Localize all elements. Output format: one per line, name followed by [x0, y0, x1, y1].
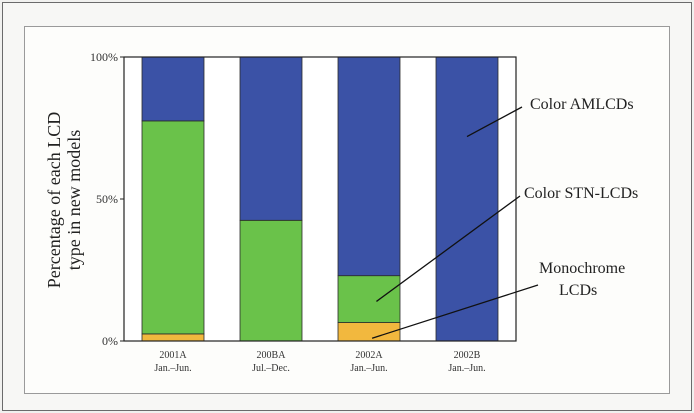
annotation-text-2-0: Monochrome — [539, 260, 625, 277]
x-tick-sublabel-0: Jan.–Jun. — [154, 363, 191, 374]
annotation-leader-1 — [376, 195, 521, 302]
bar-color-amlcds-1 — [239, 56, 303, 221]
x-tick-label-1: 200BA — [257, 350, 287, 361]
annotation-leader-2 — [371, 284, 539, 339]
bar-color-amlcds-2 — [337, 56, 401, 277]
x-tick-sublabel-3: Jan.–Jun. — [448, 363, 485, 374]
annotations: Color AMLCDs Color STN-LCDs Monochrome LCDs — [371, 96, 638, 339]
y-tick-label-1: 50% — [96, 192, 118, 206]
annotation-text-2-1: LCDs — [559, 282, 597, 299]
y-axis-label-line-1: Percentage of each LCD — [44, 112, 64, 288]
plot-area — [123, 56, 517, 342]
bar-color-stn-lcds-1 — [239, 219, 303, 342]
y-axis-label-line-2: type in new models — [64, 130, 84, 270]
annotation-leader-0 — [466, 106, 523, 138]
annotation-text-1-0: Color STN-LCDs — [524, 185, 638, 202]
x-tick-sublabel-2: Jan.–Jun. — [350, 363, 387, 374]
bar-color-amlcds-0 — [141, 56, 205, 122]
y-tick-label-0: 0% — [102, 334, 118, 348]
x-axis-ticks: 2001A Jan.–Jun. 200BA Jul.–Dec. 2002A Jan.–Ju… — [154, 350, 485, 374]
bar-color-stn-lcds-2 — [337, 275, 401, 323]
y-tick-label-2: 100% — [90, 50, 118, 64]
bar-color-stn-lcds-0 — [141, 120, 205, 335]
annotation-text-0-0: Color AMLCDs — [530, 96, 634, 113]
x-tick-label-0: 2001A — [159, 350, 187, 361]
y-axis-ticks: 0% 50% 100% — [90, 50, 124, 348]
bar-color-amlcds-3 — [435, 56, 499, 342]
y-axis-label: Percentage of each LCD type in new model… — [44, 112, 84, 288]
x-tick-label-2: 2002A — [355, 350, 383, 361]
x-tick-sublabel-1: Jul.–Dec. — [252, 363, 290, 374]
x-tick-label-3: 2002B — [454, 350, 481, 361]
bar-monochrome-lcds-0 — [141, 333, 205, 342]
